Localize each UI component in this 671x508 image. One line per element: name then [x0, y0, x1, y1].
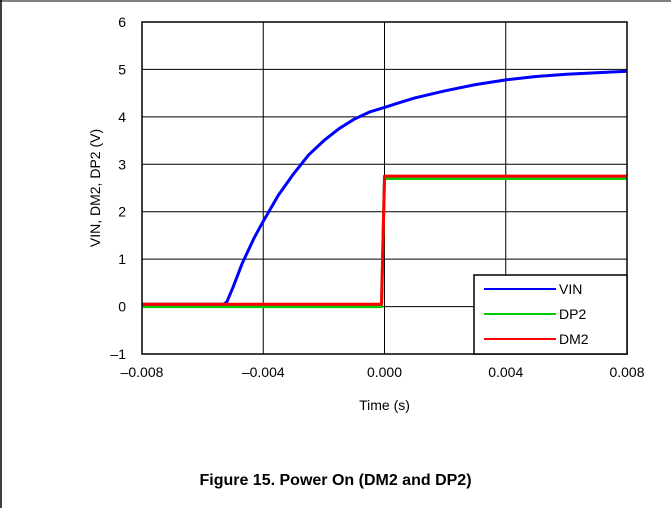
y-axis-title: VIN, DM2, DP2 (V): [87, 129, 103, 247]
y-tick-label: 4: [118, 109, 126, 125]
series-line-vin: [142, 69, 628, 306]
x-tick-label: –0.004: [242, 364, 285, 380]
figure-caption: Figure 15. Power On (DM2 and DP2): [199, 472, 472, 489]
x-tick-label: 0.008: [609, 364, 644, 380]
y-tick-label: 6: [118, 14, 126, 30]
y-tick-label: 3: [118, 156, 126, 172]
legend-label-dp2: DP2: [559, 306, 586, 322]
legend-label-dm2: DM2: [559, 331, 589, 347]
y-tick-label: 2: [118, 204, 126, 220]
legend: VIN DP2 DM2: [473, 274, 628, 355]
y-tick-label: 1: [118, 251, 126, 267]
y-tick-label: 0: [118, 299, 126, 315]
series-line-dm2: [142, 174, 627, 306]
x-tick-label: 0.004: [488, 364, 523, 380]
x-tick-label: 0.000: [367, 364, 402, 380]
plot-area-border: [141, 21, 628, 355]
legend-label-vin: VIN: [559, 281, 582, 297]
y-tick-label: –1: [110, 346, 126, 362]
x-axis-title: Time (s): [359, 397, 410, 413]
y-tick-label: 5: [118, 61, 126, 77]
x-tick-label: –0.008: [121, 364, 164, 380]
axis-ticks: –0.008 –0.004 0.000 0.004 0.008 –1 0 1 2 3 4 5 6: [110, 14, 644, 380]
series-layer: [142, 69, 628, 309]
